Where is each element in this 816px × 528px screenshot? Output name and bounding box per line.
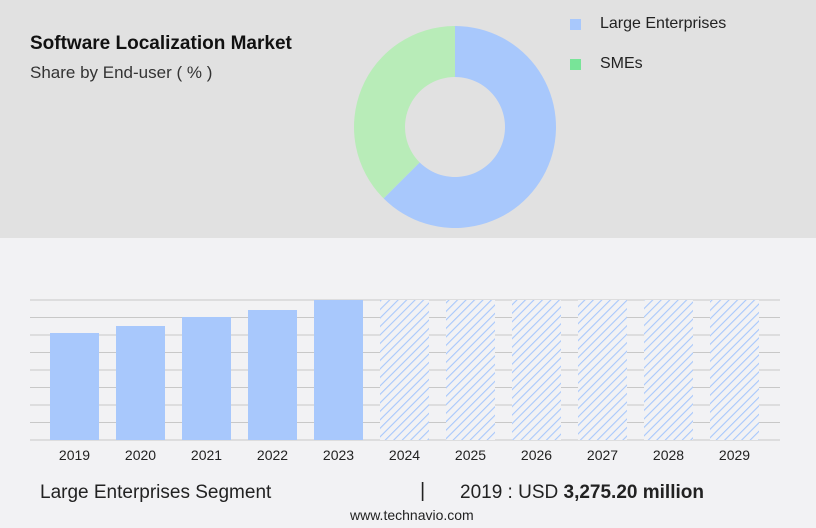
- legend: Large Enterprises SMEs: [570, 14, 726, 94]
- forecast-bar-2028: [644, 300, 693, 440]
- donut-slice-large-enterprises: [383, 26, 556, 228]
- x-tick-label: 2025: [455, 447, 486, 463]
- x-tick-label: 2026: [521, 447, 552, 463]
- bar-2022: [248, 309, 297, 440]
- site-url: www.technavio.com: [350, 507, 474, 523]
- bar-2021: [182, 316, 231, 440]
- legend-label: Large Enterprises: [600, 15, 727, 32]
- donut-chart: [354, 26, 556, 228]
- value: 3,275.20 million: [563, 482, 704, 503]
- year-label: 2019 : USD: [460, 482, 559, 503]
- chart-subtitle: Share by End-user ( % ): [30, 63, 213, 82]
- bar-2019: [50, 332, 99, 440]
- forecast-bar-2029: [710, 300, 759, 440]
- x-tick-label: 2027: [587, 447, 618, 463]
- donut-slice-smes: [354, 26, 455, 199]
- bar-2020: [116, 326, 165, 440]
- segment-value: 2019 : USD 3,275.20 million: [460, 482, 704, 504]
- x-tick-label: 2029: [719, 447, 750, 463]
- legend-item-smes: SMEs: [570, 54, 726, 74]
- legend-swatch: [570, 58, 581, 70]
- forecast-bar-2024: [380, 300, 429, 440]
- forecast-bar-2027: [578, 300, 627, 440]
- x-tick-label: 2020: [125, 447, 156, 463]
- legend-item-large-enterprises: Large Enterprises: [570, 14, 726, 34]
- x-tick-label: 2023: [323, 447, 354, 463]
- x-tick-label: 2021: [191, 447, 222, 463]
- x-tick-label: 2019: [59, 447, 90, 463]
- chart-title: Software Localization Market: [30, 33, 292, 54]
- bar-chart: 2019 2020 2021 2022 2023 2024 2025 2026 2027 2028…: [30, 299, 780, 463]
- x-tick-label: 2024: [389, 447, 420, 463]
- separator: |: [420, 480, 426, 502]
- segment-label: Large Enterprises Segment: [40, 482, 272, 503]
- forecast-bar-2025: [446, 300, 495, 440]
- x-tick-label: 2028: [653, 447, 684, 463]
- forecast-bar-2026: [512, 300, 561, 440]
- bar-2023: [314, 300, 363, 440]
- legend-label: SMEs: [600, 55, 643, 72]
- x-tick-label: 2022: [257, 447, 288, 463]
- legend-swatch: [570, 18, 581, 30]
